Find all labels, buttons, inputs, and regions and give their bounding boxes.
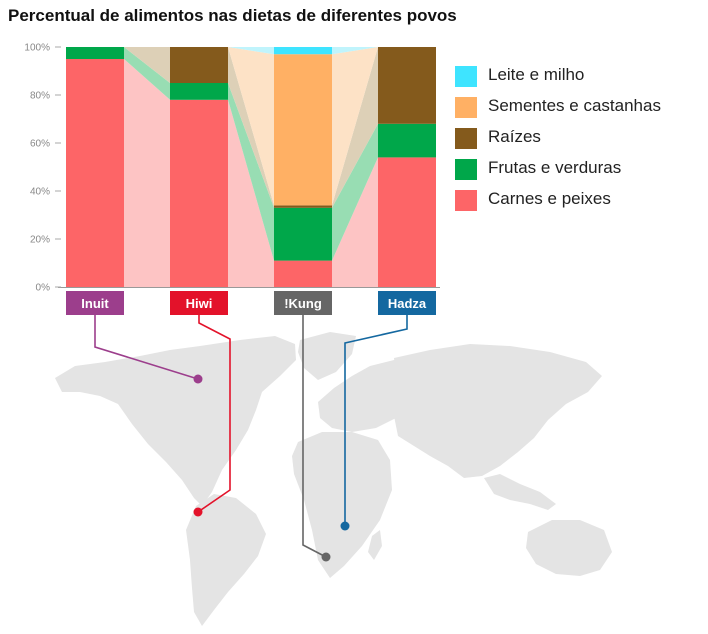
legend-swatch [455, 128, 477, 149]
leader-line [344, 315, 408, 526]
y-tick-label: 80% [30, 91, 50, 102]
connector-2-1 [228, 47, 274, 208]
bar-segment [274, 260, 332, 287]
y-tick-label: 60% [30, 139, 50, 150]
connector-2-0 [124, 47, 170, 83]
location-dot [193, 507, 203, 517]
location-dot [340, 521, 350, 531]
connector-3-2 [332, 47, 378, 206]
bar-segment [274, 207, 332, 261]
connector-0-0 [124, 59, 170, 287]
bar-segment [170, 99, 228, 287]
bar-segment [274, 47, 332, 55]
connector-1-1 [228, 83, 274, 261]
map-leader-lines [94, 315, 408, 562]
location-dot [321, 552, 331, 562]
map-madagascar [368, 530, 382, 560]
world-map [55, 332, 612, 626]
connector-1-0 [124, 47, 170, 100]
map-greenland [298, 332, 356, 380]
leader-line [94, 315, 199, 380]
category-label-box [170, 291, 228, 315]
bar-segment [378, 47, 436, 124]
bar-segment [274, 205, 332, 208]
connector-0-2 [332, 157, 378, 287]
y-axis: 0% 20% 40% 60% 80% 100% [24, 43, 61, 294]
map-north-america [55, 336, 296, 506]
category-label-box [66, 291, 124, 315]
chart-connectors [124, 47, 378, 287]
legend-label: Sementes e castanhas [488, 96, 661, 115]
chart-title: Percentual de alimentos nas dietas de di… [8, 6, 457, 25]
leader-line [302, 315, 327, 558]
bar-segment [66, 47, 124, 59]
chart-bars [66, 47, 436, 287]
legend-label: Leite e milho [488, 65, 585, 84]
map-africa [292, 432, 392, 578]
map-south-america [186, 494, 266, 626]
category-label-box [378, 291, 436, 315]
connector-1-2 [332, 123, 378, 261]
map-australia [526, 520, 612, 576]
leader-line [197, 315, 231, 513]
y-tick-label: 100% [24, 43, 50, 54]
legend-label: Frutas e verduras [488, 158, 622, 177]
map-southeast-asia [484, 474, 556, 510]
bar-segment [378, 157, 436, 287]
bar-segment [66, 59, 124, 287]
connector-2-2 [332, 47, 378, 208]
bar-segment [274, 54, 332, 206]
connector-0-1 [228, 99, 274, 287]
connector-4-2 [332, 47, 378, 55]
legend-label: Carnes e peixes [488, 189, 611, 208]
legend-swatch [455, 159, 477, 180]
y-tick-label: 20% [30, 235, 50, 246]
category-label-box [274, 291, 332, 315]
bar-segment [170, 47, 228, 83]
category-label: Hadza [388, 296, 427, 311]
bar-segment [378, 123, 436, 158]
category-label: !Kung [284, 296, 322, 311]
bar-segment [170, 83, 228, 100]
connector-4-1 [228, 47, 274, 55]
map-europe [318, 360, 420, 432]
legend-swatch [455, 190, 477, 211]
y-tick-label: 0% [36, 283, 51, 294]
legend-swatch [455, 97, 477, 118]
map-asia [394, 344, 602, 478]
category-label: Hiwi [186, 296, 213, 311]
category-label: Inuit [81, 296, 109, 311]
x-axis-categories: Inuit Hiwi !Kung Hadza [66, 291, 436, 315]
legend-label: Raízes [488, 127, 541, 146]
connector-3-1 [228, 47, 274, 206]
location-dot [193, 374, 203, 384]
y-tick-label: 40% [30, 187, 50, 198]
legend-swatch [455, 66, 477, 87]
